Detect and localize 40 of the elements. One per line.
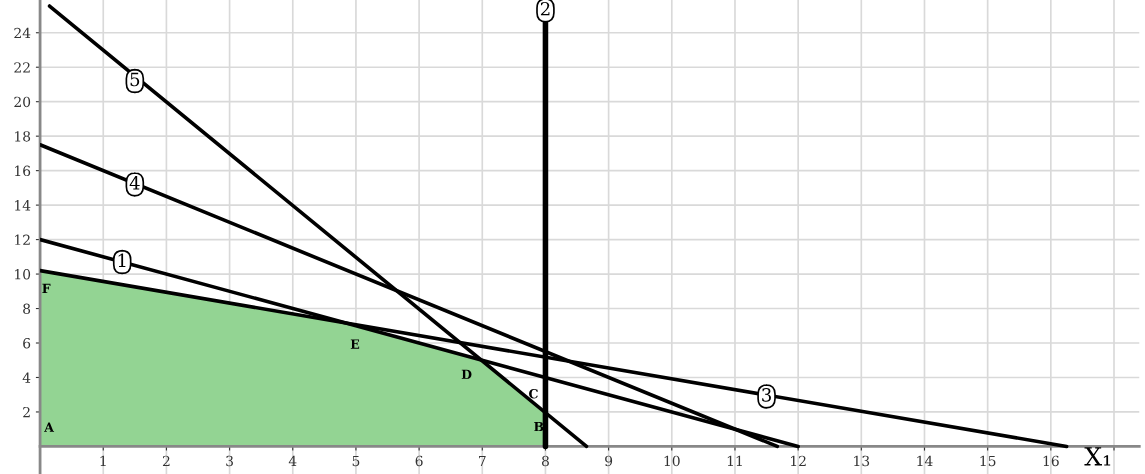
x-tick-label: 8 — [541, 455, 549, 467]
x-tick-label: 6 — [415, 455, 423, 467]
x-tick-label: 1 — [100, 455, 106, 466]
y-tick-label: 4 — [22, 372, 31, 383]
y-tick-label: 24 — [14, 27, 31, 39]
annotation: 3 — [762, 388, 771, 402]
y-tick-label: 10 — [15, 269, 31, 280]
data-label: A — [44, 422, 55, 432]
x-tick-label: 5 — [352, 455, 360, 467]
data-label: C — [529, 389, 538, 399]
x-tick-label: 14 — [917, 455, 933, 466]
data-label: B — [534, 422, 544, 432]
x-tick-label: 9 — [605, 455, 613, 467]
x-tick-label: 10 — [664, 455, 680, 467]
x-tick-label: 7 — [479, 455, 486, 466]
annotation: 1 — [118, 253, 126, 267]
y-tick-label: 12 — [15, 234, 30, 245]
data-label: F — [42, 283, 51, 293]
y-tick-label: 22 — [14, 62, 30, 73]
x-tick-label: 11 — [727, 455, 742, 466]
y-tick-label: 16 — [15, 165, 31, 177]
y-tick-label: 20 — [14, 96, 31, 108]
annotation: 2 — [540, 1, 550, 16]
x-tick-label: 15 — [980, 455, 996, 467]
x-tick-label: 3 — [226, 455, 233, 467]
x-tick-label: 12 — [791, 455, 806, 466]
data-label: D — [461, 369, 472, 379]
x-tick-label: 13 — [854, 455, 870, 467]
y-tick-label: 14 — [15, 200, 31, 211]
x-tick-label: 4 — [288, 455, 297, 466]
data-label: E — [350, 339, 360, 349]
y-tick-label: 8 — [23, 303, 31, 315]
annotation: 5 — [130, 72, 140, 87]
y-tick-label: 2 — [23, 406, 30, 418]
annotation: 4 — [129, 176, 140, 190]
x-tick-label: 16 — [1043, 455, 1059, 467]
y-tick-label: 6 — [23, 337, 31, 349]
y-tick-label: 18 — [15, 131, 31, 142]
x-tick-label: 2 — [162, 455, 170, 466]
x-axis-title: X₁ — [1084, 447, 1111, 466]
